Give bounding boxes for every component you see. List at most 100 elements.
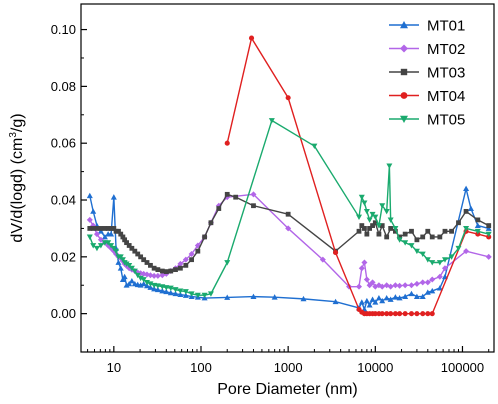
data-point <box>392 282 399 289</box>
data-point <box>420 234 426 240</box>
data-point <box>182 289 189 295</box>
data-point <box>216 206 222 211</box>
y-axis-title: dV/d(logd) (cm3/g) <box>8 113 26 242</box>
data-point <box>448 254 455 260</box>
data-point <box>397 234 403 240</box>
data-point <box>207 291 214 297</box>
data-point <box>409 228 414 234</box>
data-point <box>474 228 481 235</box>
data-point <box>122 237 128 243</box>
data-point <box>123 261 130 267</box>
data-point <box>372 311 378 317</box>
data-point <box>105 240 112 246</box>
data-point <box>359 223 365 228</box>
data-point <box>463 248 470 255</box>
data-point <box>189 257 194 263</box>
data-point <box>485 225 492 231</box>
data-point <box>248 35 255 41</box>
data-point <box>379 283 386 290</box>
data-point <box>408 290 415 297</box>
data-point <box>383 295 390 301</box>
y-tick-label: 0.08 <box>51 79 76 94</box>
data-point <box>387 283 394 290</box>
data-point <box>356 283 363 290</box>
data-point <box>455 245 462 252</box>
data-point <box>233 194 239 200</box>
data-point <box>113 228 119 234</box>
data-point <box>119 276 126 282</box>
data-point <box>154 286 161 293</box>
data-point <box>441 265 448 272</box>
data-point <box>420 311 426 317</box>
data-point <box>387 296 394 302</box>
data-point <box>97 243 104 249</box>
legend: MT01 MT02 MT03 MT04 MT05 <box>389 18 465 129</box>
data-point <box>110 194 117 200</box>
data-point <box>400 68 408 76</box>
data-point <box>396 282 403 289</box>
data-point <box>358 194 365 201</box>
data-point <box>429 311 435 317</box>
data-point <box>224 191 230 197</box>
series-mt05 <box>86 118 492 299</box>
series-layer <box>86 35 492 317</box>
data-point <box>108 226 114 231</box>
y-axis-title-tail: /g) <box>9 113 26 132</box>
data-point <box>408 243 415 249</box>
data-point <box>224 294 231 300</box>
data-point <box>358 265 365 272</box>
series-mt01 <box>86 185 492 312</box>
data-point <box>456 220 461 226</box>
legend-label: MT04 <box>427 88 465 105</box>
data-point <box>441 257 448 263</box>
data-point <box>126 262 133 269</box>
data-point <box>449 228 454 234</box>
data-point <box>387 217 394 223</box>
data-point <box>379 311 385 317</box>
x-tick-label: 100000 <box>441 360 484 375</box>
data-point <box>400 21 408 29</box>
data-point <box>250 191 257 198</box>
data-point <box>182 256 189 263</box>
data-point <box>195 248 201 254</box>
data-point <box>392 294 399 300</box>
data-point <box>155 267 161 273</box>
data-point <box>474 222 481 228</box>
data-point <box>108 243 115 249</box>
data-point <box>128 265 135 272</box>
data-point <box>364 231 370 237</box>
legend-label: MT05 <box>427 112 465 129</box>
data-point <box>436 260 443 266</box>
data-point <box>268 118 275 124</box>
data-point <box>300 295 307 302</box>
data-point <box>251 203 256 209</box>
data-point <box>123 282 130 288</box>
series-line <box>89 119 489 296</box>
data-point <box>369 279 376 286</box>
data-point <box>177 260 184 267</box>
data-point <box>177 291 184 298</box>
data-point <box>168 268 174 274</box>
y-tick-label: 0.06 <box>51 136 76 151</box>
data-point <box>333 250 339 256</box>
data-point <box>138 254 144 260</box>
data-point <box>131 268 138 275</box>
data-point <box>111 226 117 231</box>
data-point <box>400 44 408 53</box>
data-point <box>121 273 128 280</box>
data-point <box>105 226 111 231</box>
data-point <box>137 282 144 288</box>
data-point <box>137 275 144 282</box>
data-point <box>379 203 386 209</box>
x-axis-title: Pore Diameter (nm) <box>217 381 357 398</box>
data-point <box>362 226 367 231</box>
data-point <box>363 208 370 215</box>
data-point <box>143 282 150 289</box>
data-point <box>202 234 208 240</box>
data-point <box>419 279 426 286</box>
data-point <box>375 223 382 229</box>
data-point <box>147 281 154 287</box>
y-axis-title-main: dV/d(logd) (cm <box>9 138 26 243</box>
legend-label: MT02 <box>427 41 465 58</box>
